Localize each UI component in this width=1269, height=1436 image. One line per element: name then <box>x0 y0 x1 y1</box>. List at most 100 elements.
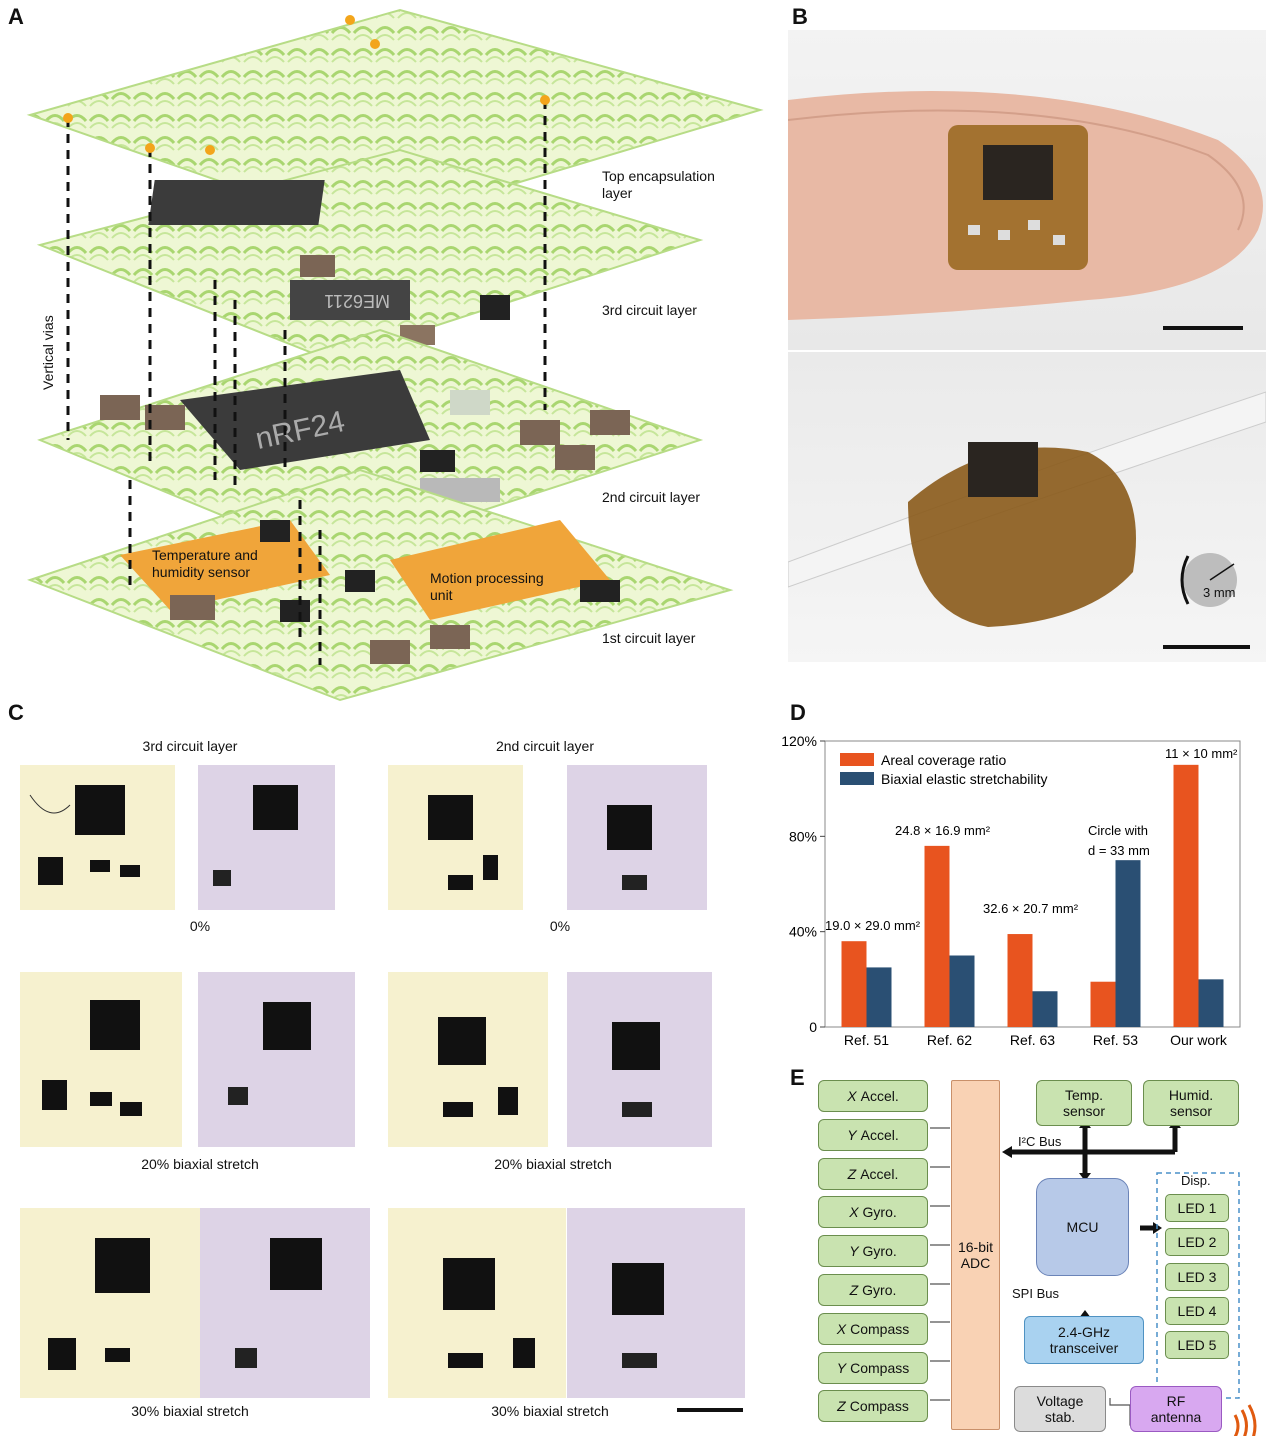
photo-2nd-0 <box>567 765 707 910</box>
temp-sensor-block: Temp. sensor <box>1036 1080 1132 1126</box>
disp-label: Disp. <box>1181 1173 1211 1188</box>
caption-row3-left: 30% biaxial stretch <box>131 1403 249 1419</box>
layout-3rd-30 <box>20 1208 200 1398</box>
led-block-2: LED 2 <box>1165 1228 1229 1257</box>
sensor-block-5: Z Gyro. <box>818 1274 928 1306</box>
sensor-name: Accel. <box>860 1165 899 1182</box>
caption-row3-right: 30% biaxial stretch <box>491 1403 609 1419</box>
bar-0-2 <box>1007 934 1033 1027</box>
exploded-layer-illustration: ME6211 nRF24 <box>26 8 764 702</box>
photo-2nd-20 <box>567 972 712 1147</box>
caption-row1-right: 0% <box>549 918 571 934</box>
annotation-1: 24.8 × 16.9 mm² <box>895 823 991 838</box>
x-tick-label: Ref. 63 <box>1010 1032 1055 1048</box>
mcu-block: MCU <box>1036 1178 1129 1276</box>
annotation-3: Circle with <box>1088 823 1148 838</box>
label-top-encapsulation: Top encapsulation layer <box>602 168 715 201</box>
photo-3rd-20 <box>198 972 355 1147</box>
block-diagram-wires <box>930 1120 1257 1436</box>
sensor-block-1: Y Accel. <box>818 1118 928 1151</box>
sensor-name: Gyro. <box>862 1243 897 1260</box>
led-block-1: LED 1 <box>1165 1194 1229 1222</box>
bar-1-2 <box>1032 991 1058 1027</box>
bar-1-3 <box>1115 860 1141 1027</box>
y-tick-label: 120% <box>781 733 817 749</box>
label-first-layer: 1st circuit layer <box>602 630 696 646</box>
sensor-axis: Y <box>849 1243 859 1260</box>
sensor-axis: Z <box>847 1165 857 1182</box>
layout-3rd-20 <box>20 972 182 1147</box>
i2c-bus-label: I²C Bus <box>1018 1134 1062 1149</box>
bar-0-1 <box>924 845 950 1027</box>
caption-row2-right: 20% biaxial stretch <box>494 1156 612 1172</box>
layout-2nd-20 <box>388 972 548 1147</box>
bar-1-4 <box>1198 979 1224 1027</box>
sensor-axis: X <box>847 1088 857 1104</box>
caption-row2-left: 20% biaxial stretch <box>141 1156 259 1172</box>
transceiver-block: 2.4-GHz transceiver <box>1024 1316 1144 1364</box>
bar-1-1 <box>949 955 975 1027</box>
sensor-block-2: Z Accel. <box>818 1157 928 1190</box>
annotation-2: 32.6 × 20.7 mm² <box>983 901 1079 916</box>
bar-0-4 <box>1173 764 1199 1027</box>
sensor-name: Gyro. <box>862 1282 897 1298</box>
y-tick-label: 0 <box>809 1019 817 1035</box>
chip-label-me6211: ME6211 <box>324 291 390 311</box>
sensor-name: Compass <box>850 1359 910 1376</box>
photo-3rd-30 <box>200 1208 370 1398</box>
temp-sensor-label: Temp. sensor <box>1062 1087 1106 1119</box>
x-tick-label: Ref. 51 <box>844 1032 889 1048</box>
y-tick-label: 80% <box>789 828 817 844</box>
col-title-third-layer: 3rd circuit layer <box>142 738 238 754</box>
humid-sensor-label: Humid. sensor <box>1168 1087 1214 1119</box>
sensor-axis: X <box>849 1204 859 1221</box>
spi-bus-label: SPI Bus <box>1012 1286 1059 1301</box>
scale-bar-c <box>677 1408 743 1412</box>
col-title-second-layer: 2nd circuit layer <box>495 738 595 754</box>
sensor-block-4: Y Gyro. <box>818 1235 928 1268</box>
annotation-5: 11 × 10 mm² <box>1165 746 1238 761</box>
voltage-stab-label: Voltage stab. <box>1036 1393 1084 1425</box>
y-tick-label: 40% <box>789 924 817 940</box>
layout-2nd-30 <box>388 1208 566 1398</box>
bar-0-0 <box>841 941 867 1027</box>
sensor-block-3: X Gyro. <box>818 1196 928 1229</box>
bar-0-3 <box>1090 981 1116 1027</box>
humid-sensor-block: Humid. sensor <box>1143 1080 1239 1126</box>
annotation-4: d = 33 mm <box>1088 843 1150 858</box>
cylinder-photo <box>788 352 1266 662</box>
label-vertical-vias: Vertical vias <box>40 315 56 390</box>
label-third-layer: 3rd circuit layer <box>602 302 697 318</box>
sensor-axis: Y <box>847 1126 857 1143</box>
x-tick-label: Ref. 62 <box>927 1032 972 1048</box>
sensor-name: Gyro. <box>862 1204 897 1221</box>
layout-2nd-0 <box>388 765 523 910</box>
panel-c-letter: C <box>8 700 24 725</box>
panel-b-letter: B <box>792 4 808 29</box>
sensor-name: Accel. <box>860 1126 899 1143</box>
legend-label-0: Areal coverage ratio <box>881 752 1007 768</box>
rf-antenna-label: RF antenna <box>1150 1393 1202 1425</box>
chip-top <box>148 180 325 225</box>
x-tick-label: Our work <box>1170 1032 1228 1048</box>
annotation-0: 19.0 × 29.0 mm² <box>825 918 921 933</box>
sensor-axis: Y <box>836 1359 847 1376</box>
voltage-stab-block: Voltage stab. <box>1014 1386 1106 1432</box>
sensor-block-6: X Compass <box>818 1312 928 1345</box>
sensor-axis: Z <box>849 1282 859 1298</box>
sensor-axis: X <box>836 1320 847 1337</box>
led-block-3: LED 3 <box>1165 1262 1229 1291</box>
led-block-4: LED 4 <box>1165 1296 1229 1325</box>
panel-a-letter: A <box>8 4 24 29</box>
layout-3rd-0 <box>20 765 175 910</box>
bar-chart: 0 40% 80% 120% Ref. 51 Ref. 62 Ref. 63 Ref. 53 O… <box>781 733 1241 1048</box>
radius-label: 3 mm <box>1203 585 1236 600</box>
legend-swatch-1 <box>840 772 874 785</box>
photo-3rd-0 <box>198 765 335 910</box>
finger-photo <box>788 30 1266 350</box>
sensor-name: Compass <box>849 1398 909 1415</box>
mcu-label: MCU <box>1066 1219 1099 1235</box>
sensor-block-8: Z Compass <box>818 1390 928 1423</box>
panel-e-letter: E <box>790 1065 805 1090</box>
sensor-name: Compass <box>850 1320 910 1337</box>
